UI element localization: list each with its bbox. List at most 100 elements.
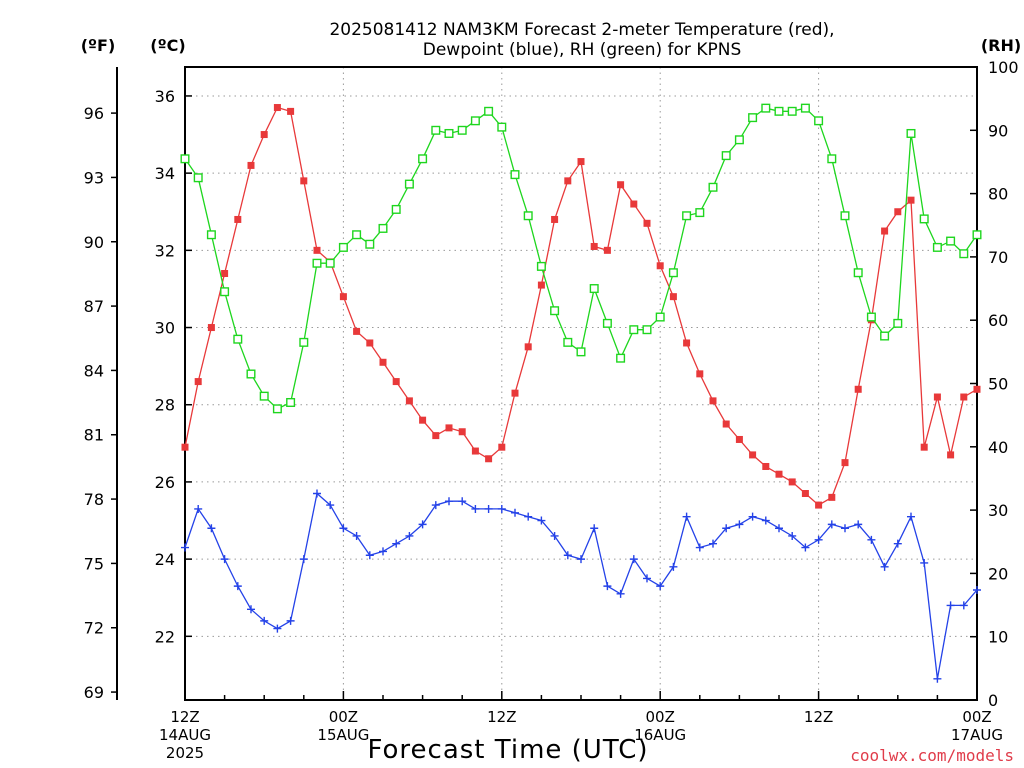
chart-title-line1: 2025081412 NAM3KM Forecast 2-meter Tempe… <box>329 20 834 40</box>
data-point-rh <box>378 223 388 233</box>
data-point-rh <box>220 287 230 297</box>
celsius-tick-label: 36 <box>155 87 175 106</box>
data-point-rh <box>708 182 718 192</box>
rh-tick-label: 70 <box>988 248 1008 267</box>
data-point-rh <box>721 151 731 161</box>
data-point-dewpoint <box>841 524 849 533</box>
x-tick-label: 2025 <box>166 744 204 762</box>
data-point-rh <box>246 369 256 379</box>
data-point-dewpoint <box>933 674 942 683</box>
data-point-dewpoint <box>814 535 823 544</box>
data-point-temperature <box>577 158 585 166</box>
fahrenheit-tick-label: 90 <box>84 233 104 252</box>
series-line-rh <box>184 107 978 410</box>
data-point-rh <box>470 116 480 126</box>
data-point-rh <box>893 318 903 328</box>
data-point-rh <box>523 211 533 221</box>
data-point-temperature <box>339 293 347 301</box>
x-tick-label: 12Z <box>170 708 199 726</box>
data-point-dewpoint <box>339 524 348 533</box>
data-point-rh <box>404 179 414 189</box>
celsius-tick-label: 34 <box>155 164 175 183</box>
rh-tick-label: 20 <box>988 564 1008 583</box>
data-point-rh <box>734 135 744 145</box>
data-point-dewpoint <box>471 504 480 513</box>
data-point-dewpoint <box>656 582 665 591</box>
data-point-dewpoint <box>907 512 915 521</box>
data-point-temperature <box>801 490 809 498</box>
celsius-tick-label: 26 <box>155 473 175 492</box>
series-layer <box>180 103 982 683</box>
rh-axis-label: (RH) <box>981 36 1021 55</box>
data-point-temperature <box>537 281 545 289</box>
data-point-dewpoint <box>695 543 704 552</box>
data-point-temperature <box>524 343 532 351</box>
data-point-rh <box>668 268 678 278</box>
x-tick-label: 12Z <box>487 708 516 726</box>
series-rh <box>180 103 982 414</box>
data-point-dewpoint <box>669 562 678 571</box>
data-point-temperature <box>181 443 189 451</box>
data-point-temperature <box>353 327 361 335</box>
data-point-dewpoint <box>761 516 770 525</box>
data-point-rh <box>259 391 269 401</box>
data-point-dewpoint <box>352 531 361 540</box>
data-point-rh <box>774 106 784 116</box>
data-point-dewpoint <box>827 520 836 529</box>
data-point-rh <box>444 128 454 138</box>
data-point-dewpoint <box>431 501 440 510</box>
x-tick-label: 00Z <box>646 708 675 726</box>
data-point-temperature <box>669 293 677 301</box>
data-point-dewpoint <box>788 531 797 540</box>
data-point-rh <box>853 268 863 278</box>
data-point-temperature <box>366 339 374 347</box>
data-point-rh <box>695 208 705 218</box>
data-point-temperature <box>379 358 387 366</box>
celsius-tick-label: 30 <box>155 319 175 338</box>
data-point-temperature <box>854 385 862 393</box>
data-point-rh <box>312 258 322 268</box>
rh-tick-label: 50 <box>988 375 1008 394</box>
data-point-dewpoint <box>194 504 203 513</box>
data-point-dewpoint <box>458 497 467 506</box>
data-point-dewpoint <box>577 555 585 564</box>
data-point-temperature <box>749 451 757 459</box>
data-point-dewpoint <box>405 531 414 540</box>
series-dewpoint <box>181 489 981 683</box>
data-point-rh <box>748 113 758 123</box>
data-point-rh <box>497 122 507 132</box>
data-point-rh <box>180 154 190 164</box>
celsius-axis-label: (ºC) <box>150 36 185 55</box>
data-point-rh <box>352 230 362 240</box>
data-point-dewpoint <box>735 520 744 529</box>
data-point-dewpoint <box>893 539 902 548</box>
data-point-dewpoint <box>603 582 612 591</box>
x-tick-label: 14AUG <box>159 726 211 744</box>
fahrenheit-axis-label: (ºF) <box>81 36 116 55</box>
data-point-temperature <box>709 397 717 405</box>
fahrenheit-tick-label: 72 <box>84 619 104 638</box>
data-point-temperature <box>630 200 638 208</box>
data-point-rh <box>391 204 401 214</box>
data-point-dewpoint <box>233 582 242 591</box>
data-point-rh <box>602 318 612 328</box>
data-point-dewpoint <box>748 512 757 521</box>
data-point-temperature <box>445 424 453 432</box>
data-point-temperature <box>617 181 625 189</box>
data-point-rh <box>880 331 890 341</box>
celsius-tick-label: 24 <box>155 550 175 569</box>
data-point-dewpoint <box>867 535 876 544</box>
data-point-rh <box>629 325 639 335</box>
data-point-dewpoint <box>484 504 493 513</box>
data-point-temperature <box>485 455 493 463</box>
data-point-temperature <box>419 416 427 424</box>
data-point-dewpoint <box>220 555 229 564</box>
data-point-dewpoint <box>392 539 401 548</box>
data-point-dewpoint <box>445 497 453 506</box>
data-point-dewpoint <box>616 589 625 598</box>
data-point-temperature <box>221 269 229 277</box>
data-point-temperature <box>683 339 691 347</box>
series-line-temperature <box>184 106 978 506</box>
data-point-temperature <box>960 393 968 401</box>
data-point-dewpoint <box>524 512 533 521</box>
